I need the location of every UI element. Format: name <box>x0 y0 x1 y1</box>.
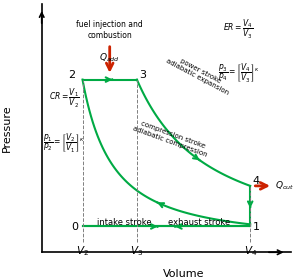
Text: compression stroke
adiabatic compression: compression stroke adiabatic compression <box>132 119 211 158</box>
Text: $V_2$: $V_2$ <box>76 244 89 258</box>
Text: 2: 2 <box>69 70 76 80</box>
Text: intake stroke: intake stroke <box>97 218 151 227</box>
Text: 0: 0 <box>71 222 78 232</box>
Text: fuel injection and
combustion: fuel injection and combustion <box>76 20 143 40</box>
Text: 1: 1 <box>253 222 260 232</box>
Text: 3: 3 <box>139 70 146 80</box>
Text: power stroke
adiabatic expansion: power stroke adiabatic expansion <box>165 52 233 96</box>
Text: exhaust stroke: exhaust stroke <box>168 218 230 227</box>
Text: $V_4$: $V_4$ <box>244 244 257 258</box>
Text: $V_3$: $V_3$ <box>130 244 143 258</box>
Text: $CR = \dfrac{V_1}{V_2}$: $CR = \dfrac{V_1}{V_2}$ <box>49 87 80 110</box>
Text: $\dfrac{p_3}{p_4} = \left[\dfrac{V_4}{V_3}\right]^\kappa$: $\dfrac{p_3}{p_4} = \left[\dfrac{V_4}{V_… <box>218 62 259 85</box>
Text: $Q_{out}$: $Q_{out}$ <box>275 180 295 192</box>
Text: $ER = \dfrac{V_4}{V_3}$: $ER = \dfrac{V_4}{V_3}$ <box>224 17 254 41</box>
Text: $\dfrac{p_1}{p_2} = \left[\dfrac{V_2}{V_1}\right]^\kappa$: $\dfrac{p_1}{p_2} = \left[\dfrac{V_2}{V_… <box>44 131 85 155</box>
Text: $Q_{add}$: $Q_{add}$ <box>99 52 120 64</box>
Text: Volume: Volume <box>163 269 205 279</box>
Text: Pressure: Pressure <box>2 104 12 152</box>
Text: 4: 4 <box>253 176 260 186</box>
